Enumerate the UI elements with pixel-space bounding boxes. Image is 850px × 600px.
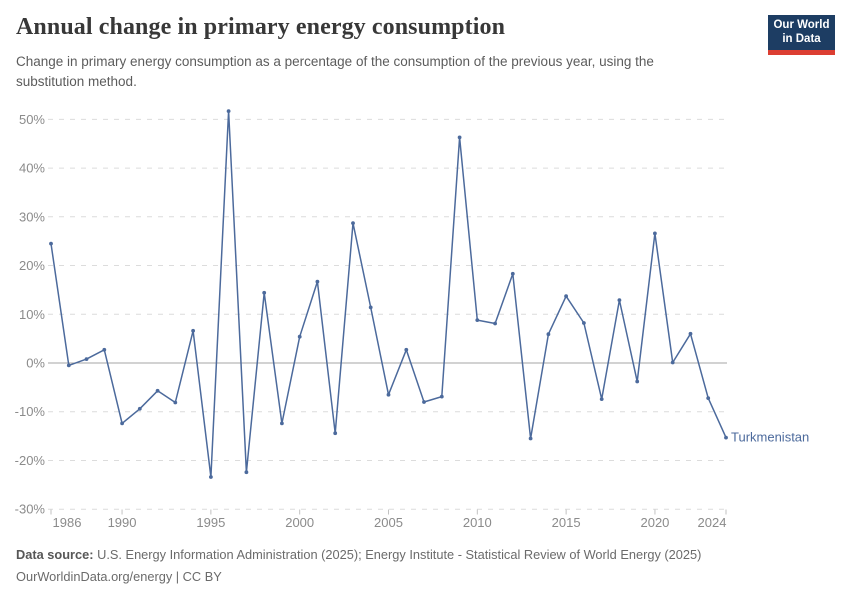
y-axis-label: 30%: [19, 209, 45, 224]
data-line[interactable]: [50, 110, 727, 478]
data-source-text: U.S. Energy Information Administration (…: [93, 547, 702, 562]
y-axis-label: -20%: [15, 453, 46, 468]
data-point[interactable]: [670, 360, 675, 365]
data-point[interactable]: [173, 400, 178, 405]
data-point[interactable]: [635, 379, 640, 384]
data-point[interactable]: [564, 294, 568, 299]
data-point[interactable]: [404, 347, 409, 352]
data-point[interactable]: [49, 241, 53, 246]
data-point[interactable]: [493, 321, 497, 326]
data-point[interactable]: [706, 396, 711, 400]
data-point[interactable]: [209, 475, 213, 479]
data-point[interactable]: [102, 347, 107, 352]
data-point[interactable]: [333, 431, 338, 436]
data-point[interactable]: [226, 109, 231, 113]
data-point[interactable]: [137, 406, 142, 411]
data-point[interactable]: [84, 357, 89, 361]
line-chart[interactable]: 50% 40% 30% 20% 10% 0% -10% -20% -30% 1986 1990 199…: [0, 0, 850, 545]
x-axis-label: 2000: [285, 515, 314, 530]
y-axis-label: -30%: [15, 502, 46, 517]
x-axis-label: 2020: [640, 515, 669, 530]
data-point[interactable]: [528, 436, 533, 441]
data-point[interactable]: [439, 394, 444, 399]
owid-logo[interactable]: Our World in Data: [768, 15, 835, 55]
owid-logo-line2: in Data: [782, 32, 821, 45]
data-point[interactable]: [191, 328, 196, 333]
data-point[interactable]: [262, 290, 267, 295]
page-title: Annual change in primary energy consumpt…: [16, 14, 506, 40]
license-link[interactable]: OurWorldinData.org/energy | CC BY: [16, 568, 222, 584]
x-axis-label: 1995: [196, 515, 225, 530]
y-axis-label: 20%: [19, 258, 45, 273]
y-axis-label: 10%: [19, 307, 45, 322]
data-point[interactable]: [368, 305, 373, 310]
chart-subtitle: Change in primary energy consumption as …: [16, 54, 654, 89]
x-axis-label: 1990: [108, 515, 137, 530]
data-point[interactable]: [546, 332, 551, 337]
data-point[interactable]: [653, 231, 657, 236]
x-axis-label: 2005: [374, 515, 403, 530]
owid-logo-line1: Our World: [773, 18, 830, 31]
data-point[interactable]: [688, 331, 693, 336]
x-axis-label: 2024: [698, 515, 727, 530]
data-point[interactable]: [510, 271, 515, 276]
x-axis-label: 1986: [53, 515, 82, 530]
data-point[interactable]: [315, 279, 320, 284]
data-point[interactable]: [66, 363, 71, 368]
y-axis-label: 40%: [19, 161, 45, 176]
y-axis-label: 50%: [19, 112, 45, 127]
data-point[interactable]: [244, 470, 249, 475]
chart-footer: Data source: U.S. Energy Information Adm…: [16, 547, 816, 585]
data-point[interactable]: [422, 400, 426, 404]
data-point[interactable]: [475, 318, 480, 322]
y-axis-label: -10%: [15, 404, 46, 419]
x-axis-label: 2010: [463, 515, 492, 530]
x-axis-label: 2015: [552, 515, 581, 530]
data-point[interactable]: [457, 135, 462, 140]
data-point[interactable]: [297, 334, 302, 339]
data-source-label: Data source:: [16, 547, 94, 562]
data-source-line: Data source: U.S. Energy Information Adm…: [16, 547, 816, 563]
series-label-turkmenistan[interactable]: Turkmenistan: [731, 430, 809, 445]
data-point[interactable]: [120, 421, 124, 426]
data-point[interactable]: [155, 388, 160, 393]
data-point[interactable]: [724, 435, 728, 440]
data-point[interactable]: [582, 321, 586, 325]
data-point[interactable]: [617, 298, 622, 302]
data-point[interactable]: [280, 421, 284, 426]
data-point[interactable]: [386, 392, 391, 397]
y-axis-label: 0%: [26, 356, 45, 371]
data-point[interactable]: [599, 397, 604, 401]
data-point[interactable]: [351, 221, 355, 226]
